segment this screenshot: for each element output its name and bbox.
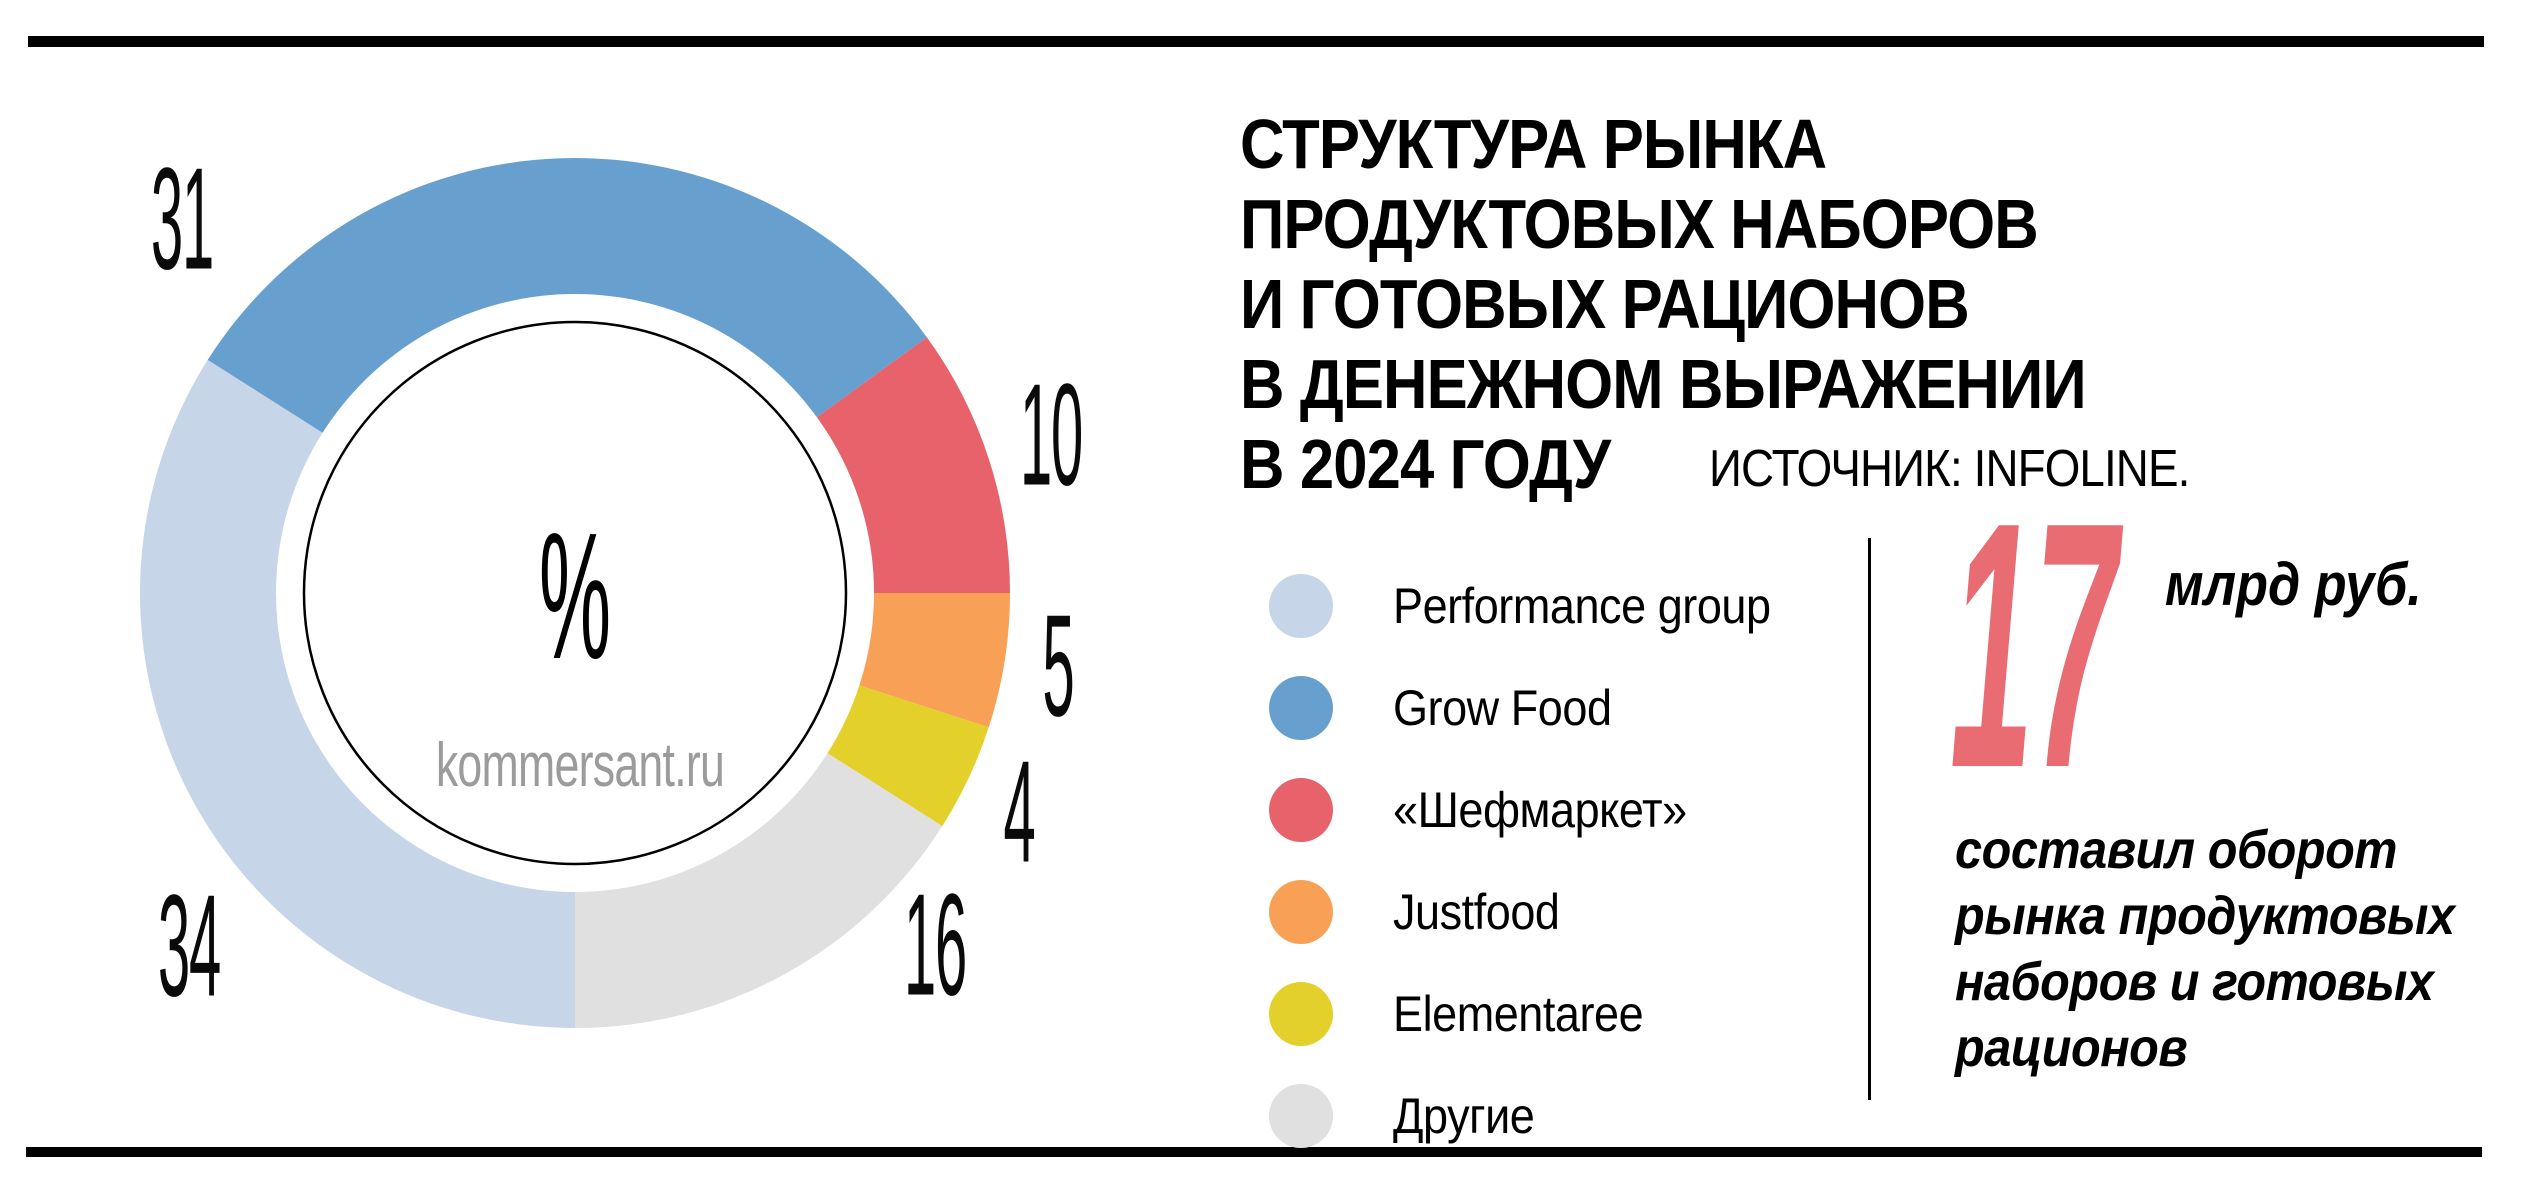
legend-row: Elementaree — [1269, 963, 1813, 1065]
legend-label-shefmarket: «Шефмаркет» — [1393, 782, 1687, 838]
donut-chart: % kommersant.ru 34 31 10 5 4 16 — [0, 0, 1160, 1194]
slice-value-drugie: 16 — [903, 863, 967, 1026]
callout-description: составил оборот рынка продуктовых наборо… — [1955, 820, 2455, 1078]
donut-segment-5 — [575, 753, 943, 1028]
legend-label-justfood: Justfood — [1393, 884, 1560, 940]
legend: Performance group Grow Food «Шефмаркет» … — [1269, 555, 1813, 1167]
legend-label-grow-food: Grow Food — [1393, 680, 1612, 736]
donut-segment-4 — [827, 685, 989, 827]
slice-value-grow-food: 31 — [150, 137, 214, 300]
legend-dot-justfood — [1269, 880, 1333, 944]
donut-segment-2 — [816, 337, 1010, 593]
bottom-rule — [26, 1147, 2482, 1157]
top-rule — [28, 36, 2484, 47]
infographic-title: СТРУКТУРА РЫНКА ПРОДУКТОВЫХ НАБОРОВ И ГО… — [1240, 105, 2087, 503]
legend-dot-grow-food — [1269, 676, 1333, 740]
legend-label-drugie: Другие — [1393, 1088, 1535, 1144]
donut-chart-svg — [140, 157, 1010, 1028]
legend-dot-performance-group — [1269, 574, 1333, 638]
donut-inner-circle — [302, 320, 848, 866]
legend-dot-elementaree — [1269, 982, 1333, 1046]
donut-center-percent-label: % — [538, 496, 612, 697]
legend-row: «Шефмаркет» — [1269, 759, 1813, 861]
legend-label-performance-group: Performance group — [1393, 578, 1771, 634]
callout-value: 17 — [1950, 450, 2118, 841]
legend-row: Justfood — [1269, 861, 1813, 963]
source-note: ИСТОЧНИК: INFOLINE. — [1709, 440, 2190, 498]
legend-row: Другие — [1269, 1065, 1813, 1167]
slice-value-shefmarket: 10 — [1019, 353, 1083, 516]
legend-row: Grow Food — [1269, 657, 1813, 759]
slice-value-justfood: 5 — [1042, 584, 1074, 747]
legend-row: Performance group — [1269, 555, 1813, 657]
legend-dot-drugie — [1269, 1084, 1333, 1148]
donut-segment-3 — [859, 593, 1010, 728]
vertical-divider — [1868, 538, 1871, 1100]
slice-value-elementaree: 4 — [1003, 730, 1035, 893]
donut-segment-1 — [207, 157, 927, 433]
donut-segment-0 — [140, 359, 575, 1028]
legend-dot-shefmarket — [1269, 778, 1333, 842]
kommersant-watermark: kommersant.ru — [435, 731, 725, 800]
slice-value-performance-group: 34 — [157, 864, 221, 1027]
legend-label-elementaree: Elementaree — [1393, 986, 1644, 1042]
callout-unit: млрд руб. — [2165, 551, 2422, 618]
